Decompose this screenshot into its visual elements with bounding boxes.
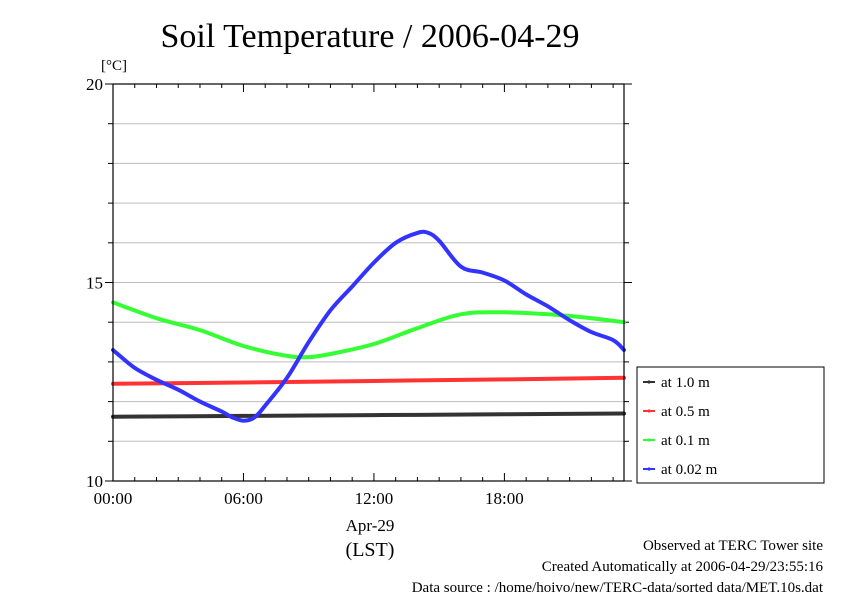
series-line-0 (111, 411, 626, 419)
legend-label: at 0.1 m (661, 433, 710, 449)
legend-label: at 1.0 m (661, 375, 710, 391)
x-axis-date-label: Apr-29 (346, 516, 395, 535)
x-tick-label: 18:00 (485, 489, 524, 508)
data-series (111, 229, 626, 423)
x-axis-timezone-label: (LST) (346, 539, 395, 561)
x-tick-label: 06:00 (224, 489, 263, 508)
y-tick-label: 15 (86, 274, 103, 293)
footer-source: Data source : /home/hoivo/new/TERC-data/… (412, 580, 824, 595)
x-axis-ticks: 00:00 06:00 12:00 18:00 (94, 84, 614, 508)
y-tick-label: 20 (86, 75, 103, 94)
grid-lines (113, 123, 624, 442)
series-line-3 (111, 229, 626, 423)
plot-frame (112, 83, 625, 482)
footer-created: Created Automatically at 2006-04-29/23:5… (542, 559, 824, 575)
footer-site: Observed at TERC Tower site (643, 538, 823, 554)
legend-label: at 0.5 m (661, 404, 710, 420)
legend: at 1.0 m at 0.5 m at 0.1 m at 0.02 m (636, 366, 825, 484)
y-tick-label: 10 (86, 472, 103, 491)
legend-marker (647, 438, 651, 442)
legend-marker (647, 467, 651, 471)
series-line-2 (111, 300, 626, 360)
legend-box (636, 366, 825, 484)
y-axis-ticks: 10 15 20 (86, 75, 632, 491)
series-line-1 (111, 375, 626, 386)
x-tick-label: 00:00 (94, 489, 133, 508)
x-tick-label: 12:00 (355, 489, 394, 508)
y-axis-unit: [°C] (101, 58, 127, 74)
chart-title: Soil Temperature / 2006-04-29 (160, 18, 579, 55)
legend-marker (647, 380, 651, 384)
legend-label: at 0.02 m (661, 462, 718, 478)
legend-marker (647, 409, 651, 413)
